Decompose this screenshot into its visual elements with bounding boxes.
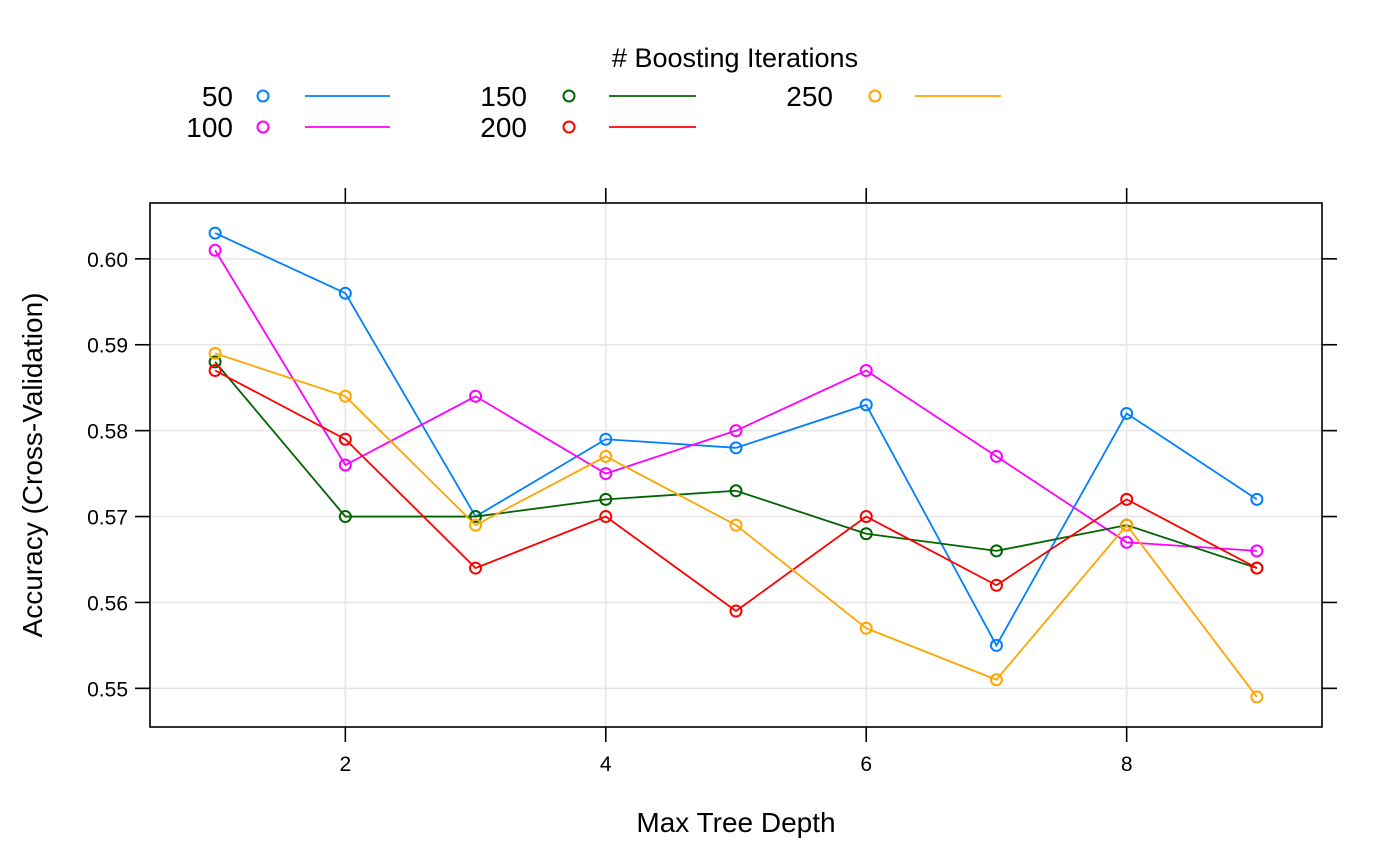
- point-200-depth-4: [599, 510, 613, 524]
- point-100-depth-8: [1120, 535, 1134, 549]
- point-200-depth-2: [338, 432, 352, 446]
- point-150-depth-5: [729, 484, 743, 498]
- point-250-depth-1: [208, 346, 222, 360]
- point-50-depth-5: [729, 441, 743, 455]
- point-200-depth-3: [469, 561, 483, 575]
- point-250-depth-9: [1250, 690, 1264, 704]
- point-250-depth-3: [469, 518, 483, 532]
- legend-label-150: 150: [480, 81, 527, 112]
- point-250-depth-8: [1120, 518, 1134, 532]
- point-200-depth-1: [208, 364, 222, 378]
- point-50-depth-4: [599, 432, 613, 446]
- legend-item-250: 250: [786, 81, 1001, 112]
- y-tick-label-0.55: 0.55: [87, 678, 128, 701]
- point-200-depth-9: [1250, 561, 1264, 575]
- point-100-depth-2: [338, 458, 352, 472]
- point-100-depth-5: [729, 424, 743, 438]
- point-200-depth-8: [1120, 492, 1134, 506]
- legend-label-100: 100: [186, 112, 233, 143]
- point-250-depth-4: [599, 449, 613, 463]
- series-200: [208, 364, 1264, 618]
- series-line-50: [214, 232, 1258, 648]
- series-150: [208, 355, 1264, 575]
- y-tick-label-0.59: 0.59: [87, 335, 128, 358]
- series-layer: [208, 226, 1264, 704]
- legend-label-50: 50: [202, 81, 233, 112]
- legend-marker-250: [868, 89, 882, 103]
- legend-marker-150: [562, 89, 576, 103]
- plot-panel: [149, 202, 1323, 728]
- point-50-depth-2: [338, 286, 352, 300]
- legend-item-100: 100: [186, 112, 390, 143]
- point-100-depth-9: [1250, 544, 1264, 558]
- legend-label-250: 250: [786, 81, 833, 112]
- point-50-depth-6: [859, 398, 873, 412]
- point-50-depth-7: [989, 638, 1003, 652]
- point-250-depth-2: [338, 389, 352, 403]
- series-line-250: [214, 352, 1258, 698]
- point-150-depth-4: [599, 492, 613, 506]
- axis-ticks: 2 4 6 8 0.55 0.56 0.57 0.58 0.59 0.60: [87, 188, 1337, 776]
- series-line-200: [214, 369, 1258, 613]
- point-250-depth-6: [859, 621, 873, 635]
- point-200-depth-7: [989, 578, 1003, 592]
- point-150-depth-1: [208, 355, 222, 369]
- legend-marker-200: [562, 120, 576, 134]
- legend-item-50: 50: [202, 81, 390, 112]
- legend-marker-100: [256, 120, 270, 134]
- point-250-depth-7: [989, 673, 1003, 687]
- x-tick-label-8: 8: [1121, 753, 1133, 776]
- legend-marker-50: [256, 89, 270, 103]
- x-tick-label-2: 2: [339, 753, 351, 776]
- legend-item-200: 200: [480, 112, 696, 143]
- point-100-depth-7: [989, 449, 1003, 463]
- point-100-depth-4: [599, 467, 613, 481]
- y-tick-label-0.56: 0.56: [87, 592, 128, 615]
- y-axis-title: Accuracy (Cross-Validation): [17, 293, 48, 638]
- x-tick-label-6: 6: [860, 753, 872, 776]
- y-tick-label-0.60: 0.60: [87, 249, 128, 272]
- y-tick-label-0.58: 0.58: [87, 421, 128, 444]
- point-100-depth-1: [208, 243, 222, 257]
- point-100-depth-3: [469, 389, 483, 403]
- point-50-depth-1: [208, 226, 222, 240]
- y-tick-label-0.57: 0.57: [87, 507, 128, 530]
- legend-item-150: 150: [480, 81, 696, 112]
- grid-lines: [150, 203, 1322, 727]
- x-axis-title: Max Tree Depth: [636, 807, 835, 838]
- legend-title: # Boosting Iterations: [612, 43, 858, 73]
- x-tick-label-4: 4: [600, 753, 612, 776]
- point-200-depth-5: [729, 604, 743, 618]
- legend-label-200: 200: [480, 112, 527, 143]
- series-line-150: [214, 361, 1258, 569]
- point-150-depth-3: [469, 510, 483, 524]
- point-250-depth-5: [729, 518, 743, 532]
- point-50-depth-8: [1120, 406, 1134, 420]
- series-250: [208, 346, 1264, 704]
- point-50-depth-9: [1250, 492, 1264, 506]
- point-150-depth-2: [338, 510, 352, 524]
- point-150-depth-6: [859, 527, 873, 541]
- point-200-depth-6: [859, 510, 873, 524]
- series-50: [208, 226, 1264, 652]
- plot-area: 2 4 6 8 0.55 0.56 0.57 0.58 0.59 0.60: [87, 188, 1337, 776]
- point-150-depth-7: [989, 544, 1003, 558]
- point-100-depth-6: [859, 364, 873, 378]
- series-100: [208, 243, 1264, 558]
- series-line-100: [214, 249, 1257, 552]
